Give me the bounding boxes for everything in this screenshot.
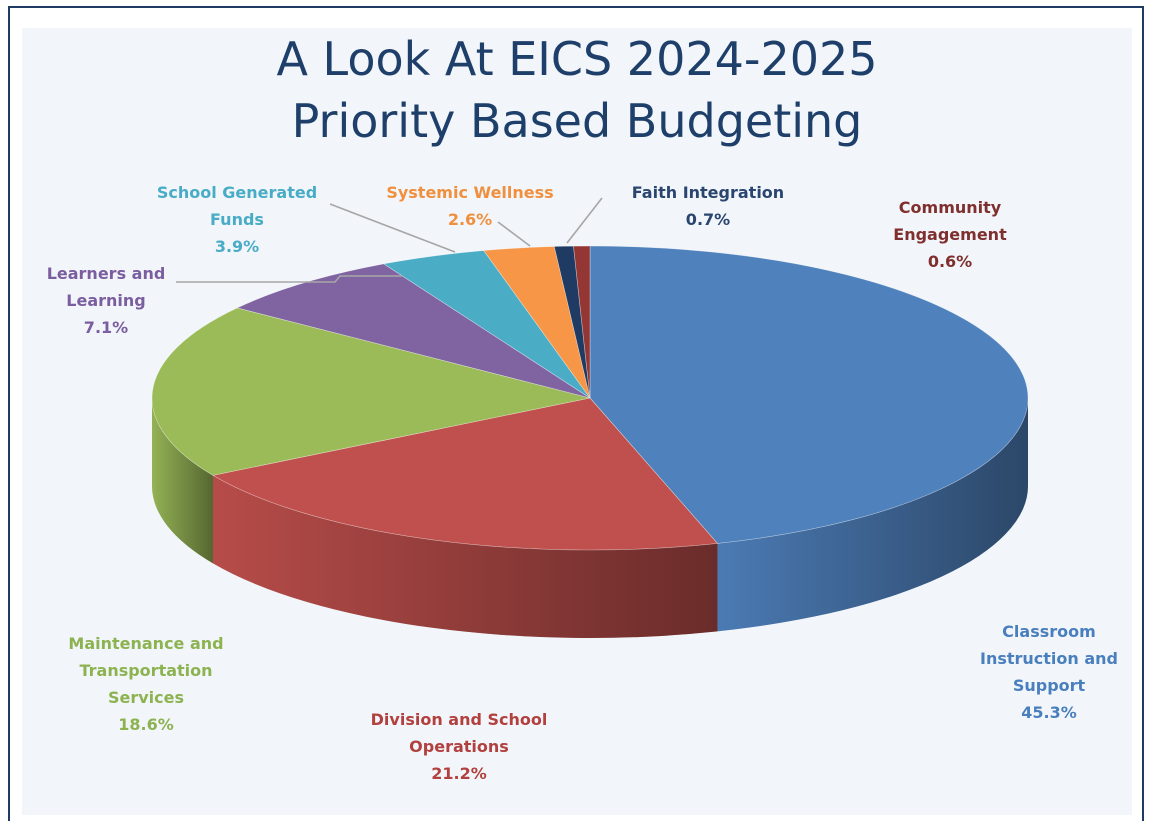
slice-label-2: Division and School Operations 21.2% [371, 706, 548, 787]
slice-label-line: Division and School [370, 710, 548, 729]
slice-value: 45.3% [1021, 703, 1077, 722]
slice-label-5: School Generated Funds 3.9% [157, 179, 317, 260]
leader-lines [176, 197, 603, 283]
slice-value: 3.9% [214, 237, 260, 256]
chart-title-line-2: Priority Based Budgeting [291, 94, 863, 148]
slice-value: 2.6% [447, 210, 493, 229]
pie-side-shade-3 [152, 398, 213, 564]
slice-label-8: Community Engagement 0.6% [893, 194, 1006, 275]
leader-line-6 [497, 221, 531, 247]
slice-label-line: Systemic Wellness [386, 183, 554, 202]
slice-value: 0.6% [927, 252, 973, 271]
slice-value: 7.1% [83, 318, 129, 337]
slice-label-line: Maintenance and [68, 634, 224, 653]
slice-value: 18.6% [118, 715, 174, 734]
slice-label-1: Classroom Instruction and Support 45.3% [980, 618, 1118, 726]
pie-slice-community-engagement [573, 245, 591, 399]
slice-value: 21.2% [431, 764, 487, 783]
slice-label-4: Learners and Learning 7.1% [47, 260, 166, 341]
slice-label-line: Engagement [893, 225, 1007, 244]
slice-label-line: Learners and [46, 264, 166, 283]
slice-label-line: Classroom [1002, 622, 1096, 641]
slice-label-6: Systemic Wellness 2.6% [386, 179, 553, 233]
pie-side-shade-1 [717, 398, 1028, 632]
slice-label-line: Faith Integration [631, 183, 785, 202]
slice-label-line: School Generated [156, 183, 318, 202]
slice-label-line: Services [107, 688, 185, 707]
chart-title: A Look At EICS 2024-2025 Priority Based … [0, 28, 1154, 152]
slice-label-3: Maintenance and Transportation Services 18.… [68, 630, 223, 738]
slice-label-line: Community [898, 198, 1002, 217]
pie-top-faces [151, 245, 1029, 551]
slice-label-line: Support [1012, 676, 1086, 695]
leader-line-4 [176, 275, 402, 283]
slice-label-line: Operations [409, 737, 509, 756]
slice-label-line: Instruction and [979, 649, 1119, 668]
slice-label-line: Transportation [79, 661, 213, 680]
slice-label-line: Funds [210, 210, 264, 229]
pie-slice-learners-and-learning [236, 263, 591, 399]
chart-title-line-1: A Look At EICS 2024-2025 [276, 32, 878, 86]
leader-line-5 [329, 203, 456, 253]
slice-label-line: Learning [66, 291, 146, 310]
pie-slice-maintenance-and-transportation-services [151, 307, 591, 476]
pie-slice-division-and-school-operations [212, 397, 719, 551]
pie-slice-classroom-instruction-and-support [589, 245, 1029, 544]
pie-side-shade-2 [212, 475, 718, 638]
slice-value: 0.7% [685, 210, 731, 229]
pie-side-faces [152, 398, 1028, 638]
slice-label-7: Faith Integration 0.7% [632, 179, 784, 233]
leader-line-7 [566, 197, 603, 244]
